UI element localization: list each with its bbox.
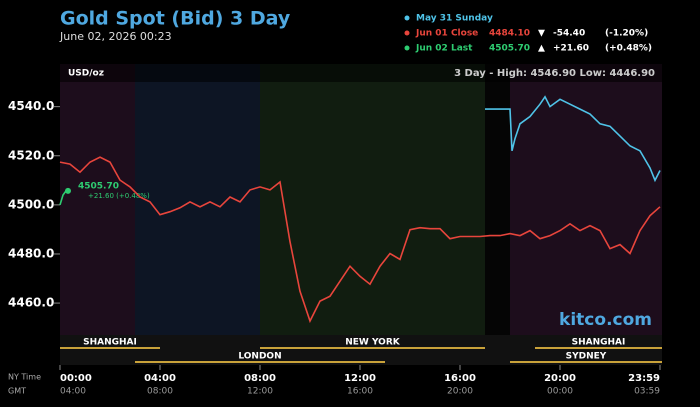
legend-change: -54.40 [553, 29, 585, 39]
annotation: +21.60 (+0.48%) [88, 192, 150, 200]
session-area [60, 335, 662, 365]
subtitle: June 02, 2026 00:23 [59, 30, 172, 43]
last-point [65, 187, 71, 194]
series-line [59, 156, 661, 324]
x2-tick-label: 08:00 [147, 387, 173, 397]
legend-price: 4484.10 [489, 29, 530, 39]
unit-label: USD/oz [68, 69, 104, 79]
legend-marker [404, 30, 410, 36]
session-label: LONDON [238, 352, 281, 362]
legend-label: May 31 Sunday [416, 14, 493, 24]
x-tick-label: 20:00 [544, 373, 576, 384]
x2-tick-label: 03:59 [634, 387, 660, 397]
x-tick-label: 23:59 [628, 373, 660, 384]
legend-marker [404, 45, 410, 51]
stats-bar [60, 64, 662, 82]
legend-percent: (-1.20%) [605, 29, 648, 39]
band [260, 64, 485, 335]
band [510, 64, 662, 335]
legend-percent: (+0.48%) [605, 44, 652, 54]
x-tick-label: 04:00 [144, 373, 176, 384]
band [60, 64, 135, 335]
legend-label: Jun 01 Close [415, 29, 478, 39]
legend-label: Jun 02 Last [415, 44, 473, 54]
legend-marker [404, 15, 410, 21]
annotation: 4505.70 [78, 182, 119, 192]
session-label: SYDNEY [566, 352, 607, 362]
x2-tick-label: 12:00 [247, 387, 273, 397]
x-axis-label: NY Time [8, 373, 41, 382]
x-tick-label: 12:00 [344, 373, 376, 384]
y-tick-label: 4480.0 [8, 246, 54, 260]
legend-change: +21.60 [553, 44, 589, 54]
series-line [59, 190, 67, 206]
band [485, 64, 510, 335]
session-label: SHANGHAI [83, 338, 137, 348]
x2-tick-label: 00:00 [547, 387, 573, 397]
x-tick-label: 08:00 [244, 373, 276, 384]
x-tick-label: 16:00 [444, 373, 476, 384]
series-line [485, 95, 661, 183]
stats: 3 Day - High: 4546.90 Low: 4446.90 [454, 68, 655, 79]
legend-price: 4505.70 [489, 44, 530, 54]
session-label: SHANGHAI [572, 338, 626, 348]
x2-tick-label: 04:00 [60, 387, 86, 397]
y-tick-label: 4540.0 [8, 99, 54, 113]
legend-arrow: ▲ [538, 44, 545, 54]
chart-title: Gold Spot (Bid) 3 Day [60, 8, 291, 30]
x2-axis-label: GMT [8, 387, 26, 396]
y-tick-label: 4520.0 [8, 148, 54, 162]
session-label: NEW YORK [345, 338, 401, 348]
x2-tick-label: 16:00 [347, 387, 373, 397]
band [135, 64, 260, 335]
x-tick-label: 00:00 [60, 373, 92, 384]
legend-arrow: ▼ [538, 29, 545, 39]
watermark: kitco.com [559, 310, 652, 330]
y-tick-label: 4500.0 [8, 197, 54, 211]
y-tick-label: 4460.0 [8, 296, 54, 310]
x2-tick-label: 20:00 [447, 387, 473, 397]
